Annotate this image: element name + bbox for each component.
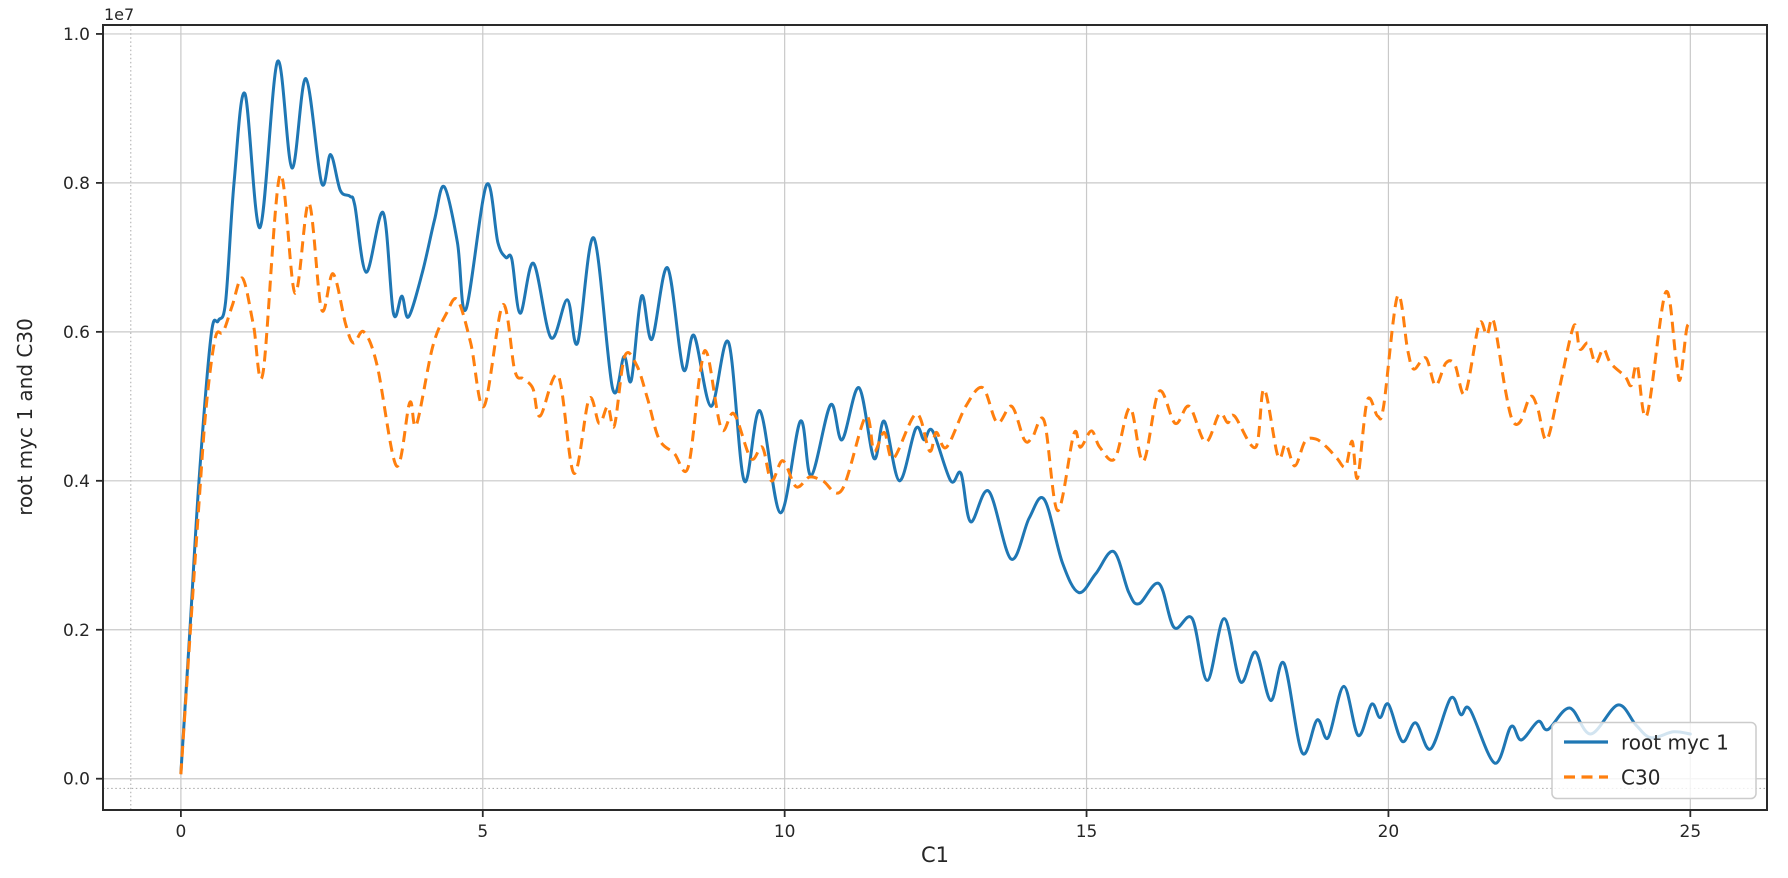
y-tick-label: 0.0 [63,770,90,790]
x-tick-label: 25 [1680,822,1702,842]
x-axis-label: C1 [921,843,949,867]
y-tick-label: 0.6 [63,323,90,343]
axis-tick-labels: 0 5 10 15 20 25 0.0 0.2 0.4 0.6 0.8 1.0 [63,25,1701,842]
dotted-annotation-lines [103,25,1767,810]
y-axis-offset-label: 1e7 [104,5,134,24]
gridlines [103,25,1767,810]
y-tick-label: 0.8 [63,174,90,194]
x-tick-label: 10 [774,822,796,842]
series-line-c30 [179,173,1692,775]
legend-label-root-myc-1: root myc 1 [1621,731,1729,755]
axes-spines [102,24,1768,811]
series-line-root-myc-1 [179,59,1692,775]
legend: root myc 1 C30 [1551,721,1757,800]
series-lines [179,59,1692,775]
legend-label-c30: C30 [1621,766,1660,790]
y-tick-label: 0.2 [63,621,90,641]
y-tick-label: 0.4 [63,472,90,492]
x-tick-label: 5 [477,822,488,842]
x-tick-label: 15 [1076,822,1098,842]
axis-ticks [96,33,1692,817]
y-tick-label: 1.0 [63,25,90,45]
y-axis-label: root myc 1 and C30 [13,318,37,516]
x-tick-label: 0 [175,822,186,842]
x-tick-label: 20 [1378,822,1400,842]
